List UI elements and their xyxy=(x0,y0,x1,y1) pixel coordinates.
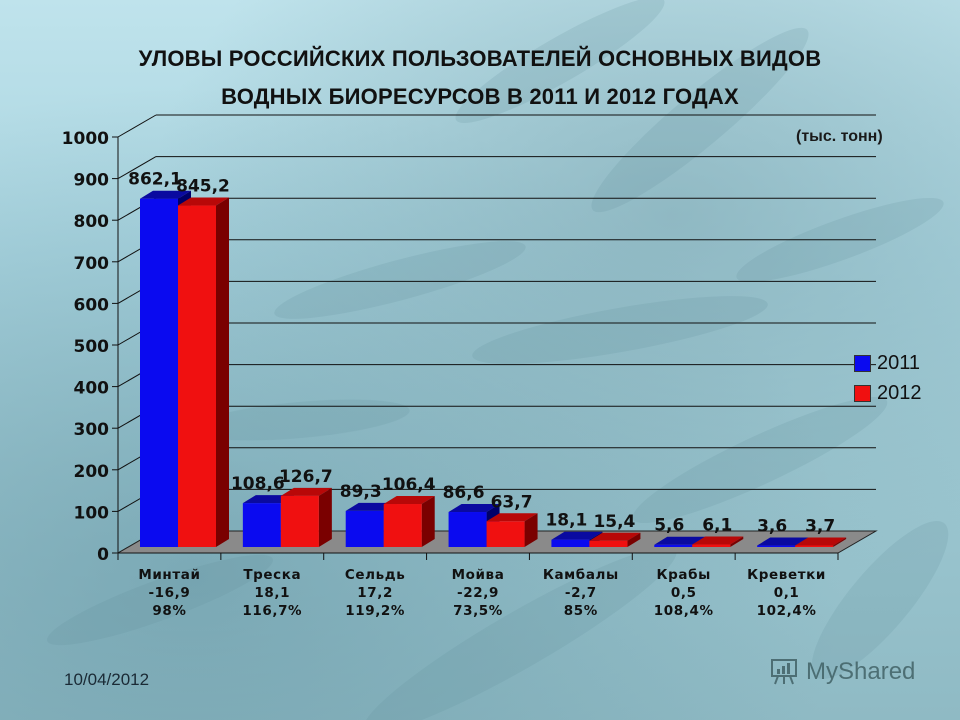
watermark-text: MyShared xyxy=(806,658,916,685)
y-tick-label: 300 xyxy=(74,420,110,440)
title-line-2: ВОДНЫХ БИОРЕСУРСОВ В 2011 И 2012 ГОДАХ xyxy=(221,84,739,109)
y-tick-label: 600 xyxy=(74,295,110,315)
category-percent: 102,4% xyxy=(756,603,817,619)
category-percent: 116,7% xyxy=(242,603,303,619)
y-tick-label: 200 xyxy=(74,462,110,482)
y-tick-label: 0 xyxy=(97,545,109,565)
category-label: Сельдь 17,2 119,2% xyxy=(323,566,427,620)
category-label: Мойва -22,9 73,5% xyxy=(426,566,530,620)
data-label: 3,6 xyxy=(757,517,787,537)
slide-date: 10/04/2012 xyxy=(64,670,150,689)
category-label: Креветки 0,1 102,4% xyxy=(735,566,839,620)
slide-title: УЛОВЫ РОССИЙСКИХ ПОЛЬЗОВАТЕЛЕЙ ОСНОВНЫХ … xyxy=(0,40,960,116)
unit-label: (тыс. тонн) xyxy=(796,128,883,145)
category-name: Треска xyxy=(243,567,302,583)
data-label: 18,1 xyxy=(545,511,587,531)
y-tick-label: 1000 xyxy=(62,129,109,149)
category-delta: 18,1 xyxy=(254,585,291,601)
category-name: Мойва xyxy=(451,567,505,583)
category-label: Камбалы -2,7 85% xyxy=(529,566,633,620)
category-name: Камбалы xyxy=(542,567,619,583)
category-name: Креветки xyxy=(747,567,826,583)
category-label: Крабы 0,5 108,4% xyxy=(632,566,736,620)
category-delta: -2,7 xyxy=(564,585,597,601)
data-label: 108,6 xyxy=(231,474,285,494)
y-tick-label: 900 xyxy=(74,171,110,191)
legend-item-2011: 2011 xyxy=(854,348,922,378)
data-label: 862,1 xyxy=(128,170,182,190)
category-delta: -22,9 xyxy=(457,585,499,601)
data-label: 6,1 xyxy=(702,516,732,536)
category-name: Сельдь xyxy=(344,567,406,583)
category-delta: 0,1 xyxy=(773,585,800,601)
category-percent: 73,5% xyxy=(453,603,503,619)
data-label: 106,4 xyxy=(382,475,436,495)
data-label: 63,7 xyxy=(491,492,533,512)
y-tick-label: 700 xyxy=(74,254,110,274)
legend-label-2012: 2012 xyxy=(877,381,922,404)
y-tick-label: 800 xyxy=(74,212,110,232)
presentation-board-icon xyxy=(771,659,797,685)
data-label: 126,7 xyxy=(279,467,333,487)
y-tick-label: 100 xyxy=(74,503,110,523)
category-delta: -16,9 xyxy=(148,585,191,601)
bar-Камбалы-2012 xyxy=(589,532,641,547)
category-percent: 85% xyxy=(563,603,598,619)
category-name: Минтай xyxy=(138,567,201,583)
legend-swatch-2011 xyxy=(854,354,871,372)
category-name: Крабы xyxy=(656,567,711,583)
legend-label-2011: 2011 xyxy=(877,351,921,374)
bar-Сельдь-2012 xyxy=(383,496,435,547)
chart-legend: 2011 2012 xyxy=(854,348,922,408)
bar-Минтай-2012 xyxy=(178,197,229,548)
category-percent: 119,2% xyxy=(345,603,406,619)
category-delta: 0,5 xyxy=(670,585,697,601)
category-delta: 17,2 xyxy=(357,585,393,601)
y-tick-label: 500 xyxy=(74,337,110,357)
bar-Мойва-2012 xyxy=(486,513,538,547)
data-label: 86,6 xyxy=(443,483,485,503)
y-tick-label: 400 xyxy=(74,379,110,399)
data-label: 845,2 xyxy=(176,177,230,197)
title-line-1: УЛОВЫ РОССИЙСКИХ ПОЛЬЗОВАТЕЛЕЙ ОСНОВНЫХ … xyxy=(138,46,822,71)
data-label: 5,6 xyxy=(654,516,684,536)
bar-Треска-2012 xyxy=(280,487,332,547)
category-label: Треска 18,1 116,7% xyxy=(220,566,324,620)
category-label: Минтай -16,9 98% xyxy=(117,566,221,620)
watermark: MyShared xyxy=(768,656,915,688)
bar-Крабы-2012 xyxy=(692,536,744,547)
data-label: 15,4 xyxy=(593,512,635,532)
bar-Креветки-2012 xyxy=(795,537,847,547)
category-percent: 98% xyxy=(152,603,187,619)
data-label: 3,7 xyxy=(805,517,835,537)
legend-swatch-2012 xyxy=(854,384,871,402)
legend-item-2012: 2012 xyxy=(854,378,922,408)
data-label: 89,3 xyxy=(340,482,382,502)
category-percent: 108,4% xyxy=(653,603,714,619)
